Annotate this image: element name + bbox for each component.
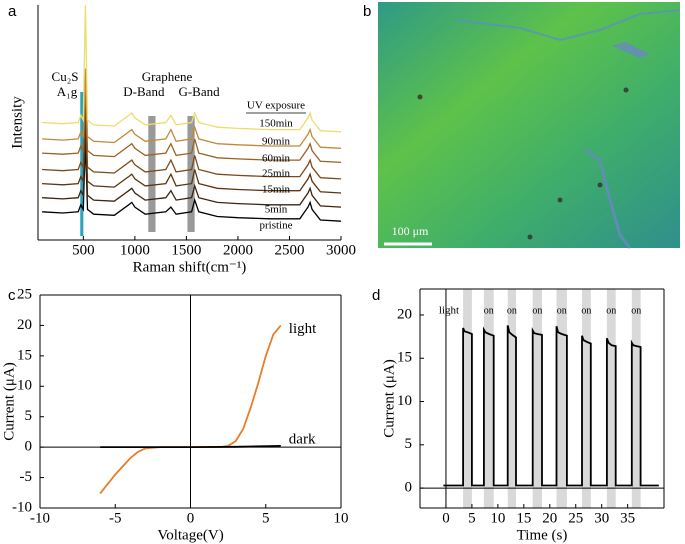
x-tick-label: -10 bbox=[30, 510, 50, 526]
band-label: Cu₂S bbox=[52, 69, 79, 84]
band bbox=[532, 289, 542, 508]
series-label: light bbox=[289, 321, 317, 337]
micrograph bbox=[378, 2, 680, 248]
particle bbox=[417, 94, 423, 100]
y-tick-label: 10 bbox=[397, 393, 412, 409]
band-label: on bbox=[557, 305, 567, 316]
x-axis-title: Voltage(V) bbox=[157, 527, 223, 543]
series-label: 90min bbox=[262, 136, 291, 148]
band-label: D-Band bbox=[123, 84, 165, 99]
band-label: A₁g bbox=[57, 84, 78, 99]
series-label: dark bbox=[289, 431, 316, 447]
panel-label: c bbox=[8, 287, 16, 304]
y-axis-title: Current (μA) bbox=[381, 359, 397, 437]
x-tick-label: 5 bbox=[262, 510, 270, 526]
x-tick-label: 2500 bbox=[274, 242, 304, 258]
y-tick-label: 10 bbox=[17, 378, 32, 394]
x-tick-label: 1000 bbox=[120, 242, 150, 258]
x-tick-label: 30 bbox=[594, 510, 609, 526]
y-tick-label: 5 bbox=[25, 408, 33, 424]
flake-chip bbox=[612, 42, 650, 58]
x-tick-label: 10 bbox=[334, 510, 349, 526]
band bbox=[507, 289, 517, 508]
band-label: on bbox=[606, 305, 616, 316]
series-label: pristine bbox=[260, 220, 293, 232]
band bbox=[631, 289, 641, 508]
x-tick-label: 0 bbox=[442, 510, 450, 526]
band-label: on bbox=[581, 305, 591, 316]
band-label: on bbox=[484, 305, 494, 316]
x-tick-label: 20 bbox=[542, 510, 557, 526]
particle bbox=[623, 87, 629, 93]
y-tick-label: 20 bbox=[397, 306, 412, 322]
y-axis-title: Current (μA) bbox=[1, 362, 17, 440]
y-tick-label: 0 bbox=[405, 480, 413, 496]
y-axis-title: Intensity bbox=[9, 96, 25, 149]
particle bbox=[527, 234, 533, 240]
panel-label: b bbox=[363, 3, 371, 20]
flake-crack bbox=[584, 148, 632, 249]
series-line bbox=[42, 68, 341, 149]
x-tick-label: 35 bbox=[620, 510, 635, 526]
y-tick-label: 25 bbox=[17, 286, 32, 302]
x-tick-label: 1500 bbox=[171, 242, 201, 258]
band bbox=[606, 289, 616, 508]
particle bbox=[557, 197, 563, 203]
series-label: 15min bbox=[262, 184, 291, 196]
flake-edge bbox=[454, 9, 681, 42]
y-tick-label: 20 bbox=[17, 317, 32, 333]
legend-title: UV exposure bbox=[247, 100, 305, 112]
band bbox=[556, 289, 567, 508]
x-tick-label: 15 bbox=[516, 510, 531, 526]
particle bbox=[597, 182, 603, 188]
y-tick-label: 5 bbox=[405, 436, 413, 452]
y-tick-label: 15 bbox=[397, 350, 412, 366]
band bbox=[581, 289, 591, 508]
band-label: light bbox=[439, 304, 459, 316]
y-tick-label: -5 bbox=[20, 469, 33, 485]
series-line bbox=[443, 325, 659, 487]
x-tick-label: -5 bbox=[109, 510, 122, 526]
panel-label: d bbox=[372, 287, 380, 304]
x-tick-label: 0 bbox=[187, 510, 195, 526]
x-tick-label: 10 bbox=[490, 510, 505, 526]
series-line bbox=[42, 4, 341, 133]
group-label: Graphene bbox=[142, 69, 193, 84]
panel-label: a bbox=[8, 3, 17, 20]
y-tick-label: 15 bbox=[17, 347, 32, 363]
band bbox=[187, 116, 195, 232]
series-label: 60min bbox=[262, 153, 291, 165]
band bbox=[463, 289, 472, 508]
band-label: G-Band bbox=[178, 84, 220, 99]
series-label: 150min bbox=[259, 118, 293, 130]
scale-bar-label: 100 μm bbox=[392, 224, 429, 238]
y-tick-label: 0 bbox=[25, 439, 33, 455]
x-axis-title: Raman shift(cm⁻¹) bbox=[133, 259, 247, 275]
x-tick-label: 3000 bbox=[326, 242, 356, 258]
x-tick-label: 500 bbox=[72, 242, 95, 258]
x-tick-label: 2000 bbox=[223, 242, 253, 258]
band bbox=[483, 289, 494, 508]
x-axis-title: Time (s) bbox=[517, 527, 568, 543]
series-label: 25min bbox=[262, 168, 291, 180]
band-label: on bbox=[532, 305, 542, 316]
y-tick-label: -10 bbox=[12, 499, 32, 515]
series-label: 5min bbox=[265, 204, 288, 216]
band bbox=[148, 116, 156, 232]
x-tick-label: 5 bbox=[468, 510, 476, 526]
x-tick-label: 25 bbox=[568, 510, 583, 526]
series-line bbox=[100, 445, 281, 448]
band-label: on bbox=[507, 305, 517, 316]
band-label: on bbox=[631, 305, 641, 316]
